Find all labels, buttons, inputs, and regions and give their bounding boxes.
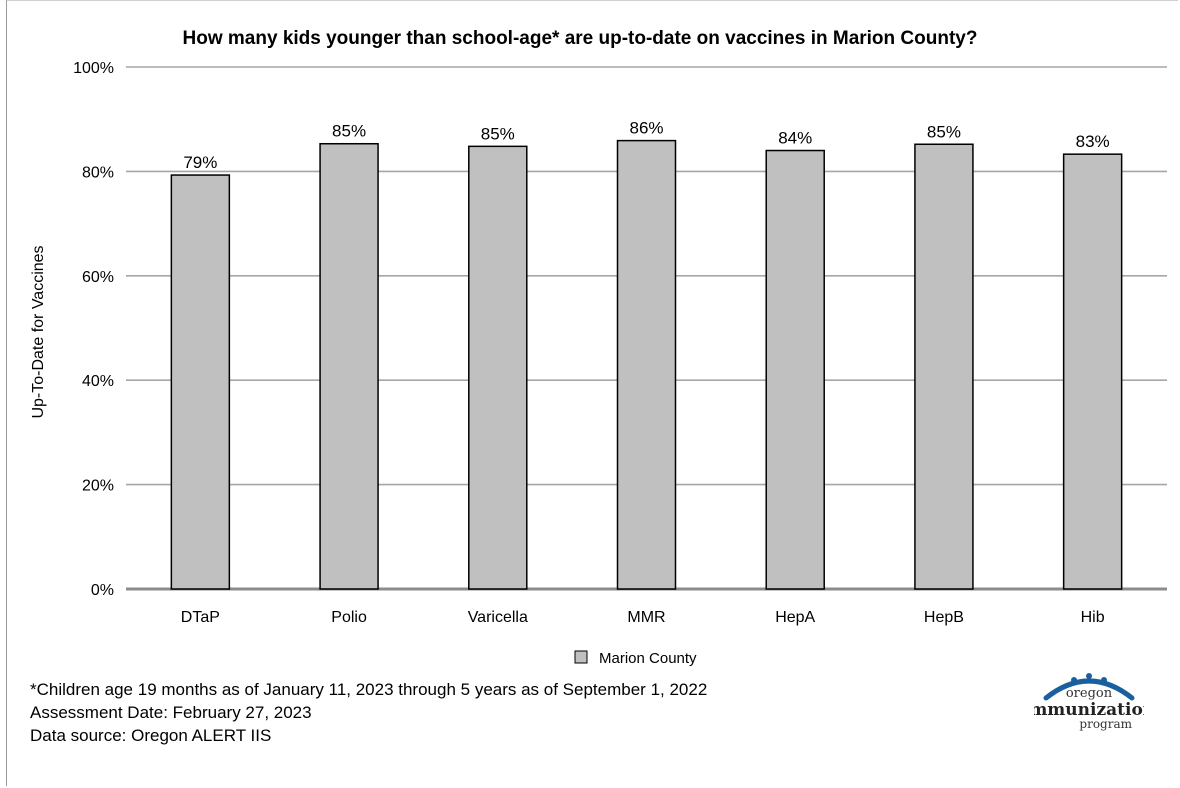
data-label-hepa: 84% (778, 129, 812, 148)
legend: Marion County (574, 650, 697, 667)
legend-label: Marion County (599, 650, 697, 667)
y-tick-label: 80% (82, 164, 114, 181)
bar-hepa (765, 149, 825, 590)
footnote-assessment-date: Assessment Date: February 27, 2023 (30, 703, 312, 722)
bar-hepb (914, 143, 974, 590)
data-label-varicella: 85% (481, 124, 515, 143)
bar-hib (1062, 153, 1123, 590)
bar-mmr (616, 139, 677, 590)
legend-swatch (574, 650, 588, 664)
x-tick-label-varicella: Varicella (468, 609, 528, 626)
logo-text-oregon: oregon (1066, 686, 1113, 701)
x-tick-label-mmr: MMR (627, 609, 665, 626)
logo-arc-icon: oregon immunization program (1023, 673, 1155, 731)
data-label-hib: 83% (1076, 132, 1110, 151)
x-tick-label-polio: Polio (331, 609, 367, 626)
x-tick-label-dtap: DTaP (181, 609, 220, 626)
bar-dtap (170, 174, 231, 590)
logo-text-immunization: immunization (1034, 700, 1144, 720)
chart-title: How many kids younger than school-age* a… (183, 28, 978, 49)
x-tick-label-hepb: HepB (924, 609, 964, 626)
oregon-immunization-logo: oregon immunization program (1023, 668, 1155, 738)
footnote-note: *Children age 19 months as of January 11… (30, 680, 708, 699)
y-tick-label: 100% (73, 60, 114, 77)
footnotes: *Children age 19 months as of January 11… (30, 678, 707, 747)
x-tick-label-hepa: HepA (775, 609, 815, 626)
logo-text-program: program (1079, 717, 1132, 731)
data-label-polio: 85% (332, 122, 366, 141)
data-label-hepb: 85% (927, 122, 961, 141)
bar-polio (319, 142, 379, 590)
y-tick-label: 20% (82, 478, 114, 495)
chart-frame (6, 0, 1178, 786)
y-tick-label: 0% (91, 582, 114, 599)
x-tick-label-hib: Hib (1081, 609, 1105, 626)
bar-varicella (468, 145, 528, 590)
data-label-dtap: 79% (183, 153, 217, 172)
y-tick-label: 40% (82, 373, 114, 390)
y-tick-label: 60% (82, 269, 114, 286)
footnote-data-source: Data source: Oregon ALERT IIS (30, 726, 272, 745)
y-axis-label: Up-To-Date for Vaccines (30, 245, 47, 418)
data-label-mmr: 86% (629, 119, 663, 138)
